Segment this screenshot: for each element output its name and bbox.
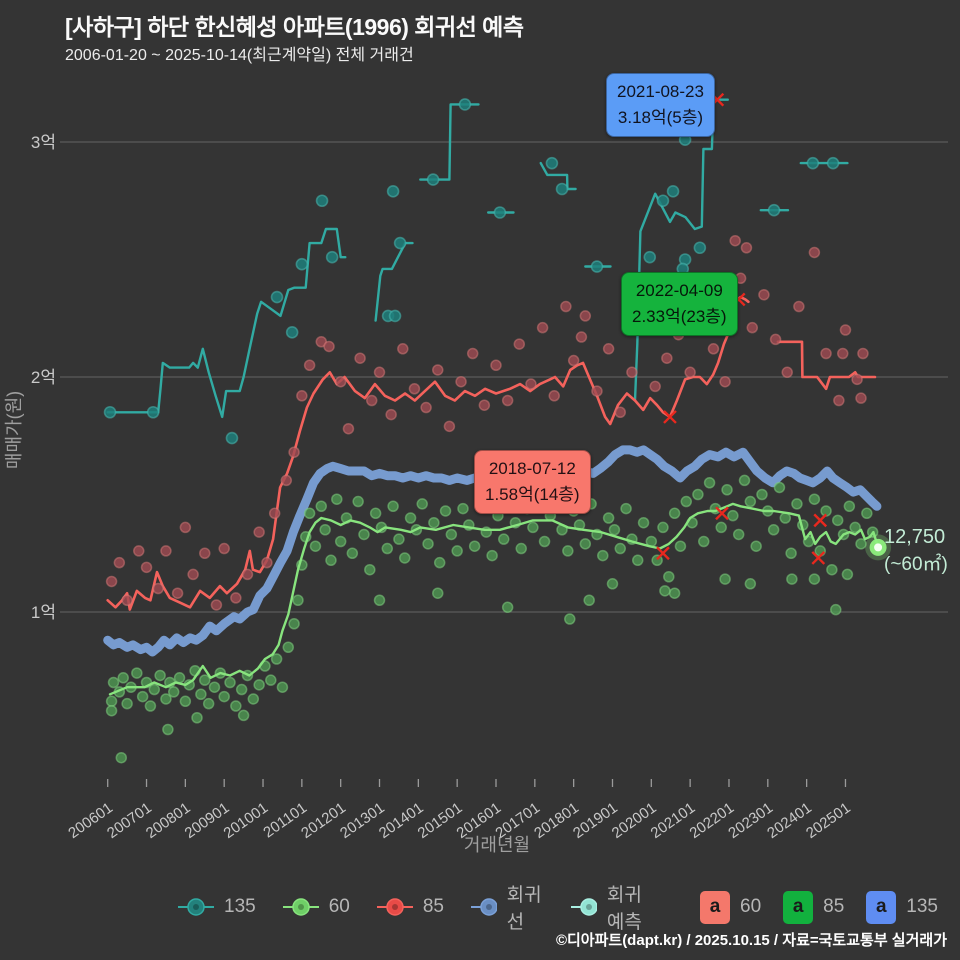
legend-item-회귀선[interactable]: 회귀선 <box>470 880 544 934</box>
legend-marker-icon <box>376 898 413 916</box>
annotation-value: 1.58억(14층) <box>485 485 580 504</box>
legend-item-85[interactable]: 85 <box>376 896 444 918</box>
legend-marker-icon <box>470 898 497 916</box>
x-tick-label: 201001 <box>221 799 272 842</box>
legend-label: 회귀선 <box>506 885 542 933</box>
prediction-price: 12,750 <box>884 526 946 548</box>
legend-box-85[interactable]: a <box>783 890 814 924</box>
legend-box-label: 135 <box>906 896 938 917</box>
annotation-max-85: 2022-04-09 2.33억(23층) <box>621 272 738 336</box>
legend-box-label: 60 <box>740 896 762 917</box>
series-60 <box>105 474 880 764</box>
page-title: [사하구] 하단 한신혜성 아파트(1996) 회귀선 예측 <box>65 14 524 40</box>
prediction-label: 12,750 (~60㎡) <box>884 524 948 578</box>
prediction-area: (~60㎡) <box>884 554 948 575</box>
page-subtitle: 2006-01-20 ~ 2025-10-14(최근계약일) 전체 거래건 <box>65 47 414 64</box>
x-axis-title: 거래년월 <box>464 835 530 855</box>
annotation-date: 2022-04-09 <box>635 281 723 300</box>
legend-marker-icon <box>282 898 319 916</box>
legend-box-135[interactable]: a <box>866 890 897 924</box>
legend-item-60[interactable]: 60 <box>282 896 350 918</box>
legend-annotation-group: a 60 a 85 a 135 <box>700 890 960 924</box>
legend-box-label: 85 <box>823 896 845 917</box>
legend-label: 85 <box>422 896 444 917</box>
y-tick-label: 2억 <box>31 368 56 387</box>
cancel-marks <box>656 92 828 565</box>
legend-item-135[interactable]: 135 <box>178 896 256 918</box>
prediction-point <box>865 534 892 561</box>
chart-legend: 135 60 85 회귀선 회귀예측 a 60 a 85 a 135 <box>178 885 960 933</box>
grid-lines: 1억 2억 3억 <box>31 133 948 622</box>
credit-text: ©디아파트(dapt.kr) / 2025.10.15 / 자료=국토교통부 실… <box>555 932 947 949</box>
annotation-value: 2.33억(23층) <box>632 307 727 326</box>
annotation-date: 2018-07-12 <box>488 459 576 478</box>
y-axis-title: 매매가(원) <box>4 391 24 469</box>
y-tick-label: 3억 <box>31 133 56 152</box>
annotation-max-135: 2021-08-23 3.18억(5층) <box>606 73 715 137</box>
legend-box-60[interactable]: a <box>700 890 731 924</box>
legend-marker-icon <box>571 898 597 916</box>
legend-item-회귀예측[interactable]: 회귀예측 <box>571 880 657 934</box>
x-tick-label: 202501 <box>803 799 854 842</box>
x-axis: 2006012007012008012009012010012011012012… <box>4 391 854 855</box>
legend-label: 회귀예측 <box>606 885 642 933</box>
legend-label: 135 <box>224 896 256 917</box>
legend-label: 60 <box>328 896 350 917</box>
y-tick-label: 1억 <box>31 603 56 622</box>
series-135 <box>103 98 849 445</box>
annotation-date: 2021-08-23 <box>617 82 704 101</box>
annotation-value: 3.18억(5층) <box>617 108 704 127</box>
legend-marker-icon <box>178 898 214 916</box>
annotation-regression: 2018-07-12 1.58억(14층) <box>474 450 591 514</box>
